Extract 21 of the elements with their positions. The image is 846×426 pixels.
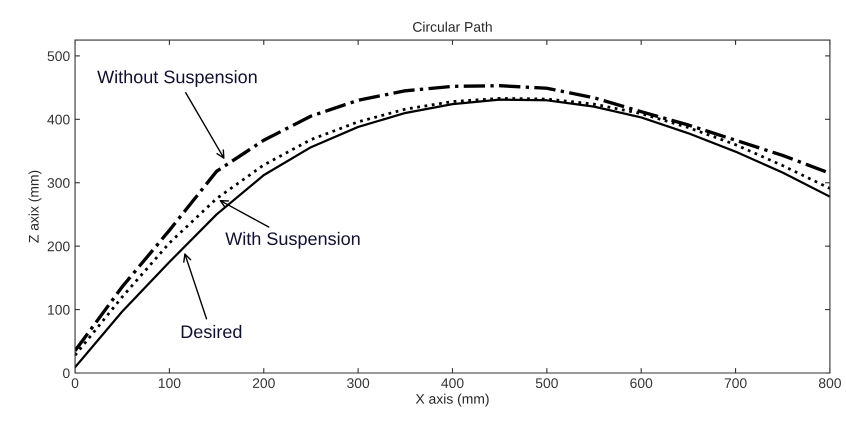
y-axis-title: Z axix (mm) bbox=[28, 170, 42, 243]
y-tick-label: 300 bbox=[48, 178, 70, 188]
annotation: Desired bbox=[182, 324, 242, 338]
y-tick-label: 0 bbox=[63, 368, 70, 378]
y-tick-label: 500 bbox=[48, 51, 70, 62]
chart-title: Circular Path bbox=[413, 22, 492, 32]
x-tick-label: 700 bbox=[724, 378, 747, 388]
y-tick-label: 400 bbox=[47, 114, 70, 124]
x-tick-label: 100 bbox=[158, 378, 180, 388]
y-tick-label: 100 bbox=[48, 304, 70, 315]
x-tick-label: 400 bbox=[441, 378, 464, 388]
x-tick-label: 200 bbox=[252, 378, 275, 388]
x-tick-label: 0 bbox=[72, 378, 78, 388]
annotation: Without Suspension bbox=[97, 70, 257, 87]
x-tick-label: 300 bbox=[347, 378, 370, 388]
annotation: With Suspension bbox=[225, 232, 360, 249]
x-tick-label: 800 bbox=[818, 378, 841, 388]
x-tick-label: 500 bbox=[536, 378, 558, 388]
x-tick-label: 600 bbox=[630, 378, 652, 388]
x-axis-title: X axis (mm) bbox=[416, 394, 489, 407]
y-tick-label: 200 bbox=[48, 241, 70, 252]
